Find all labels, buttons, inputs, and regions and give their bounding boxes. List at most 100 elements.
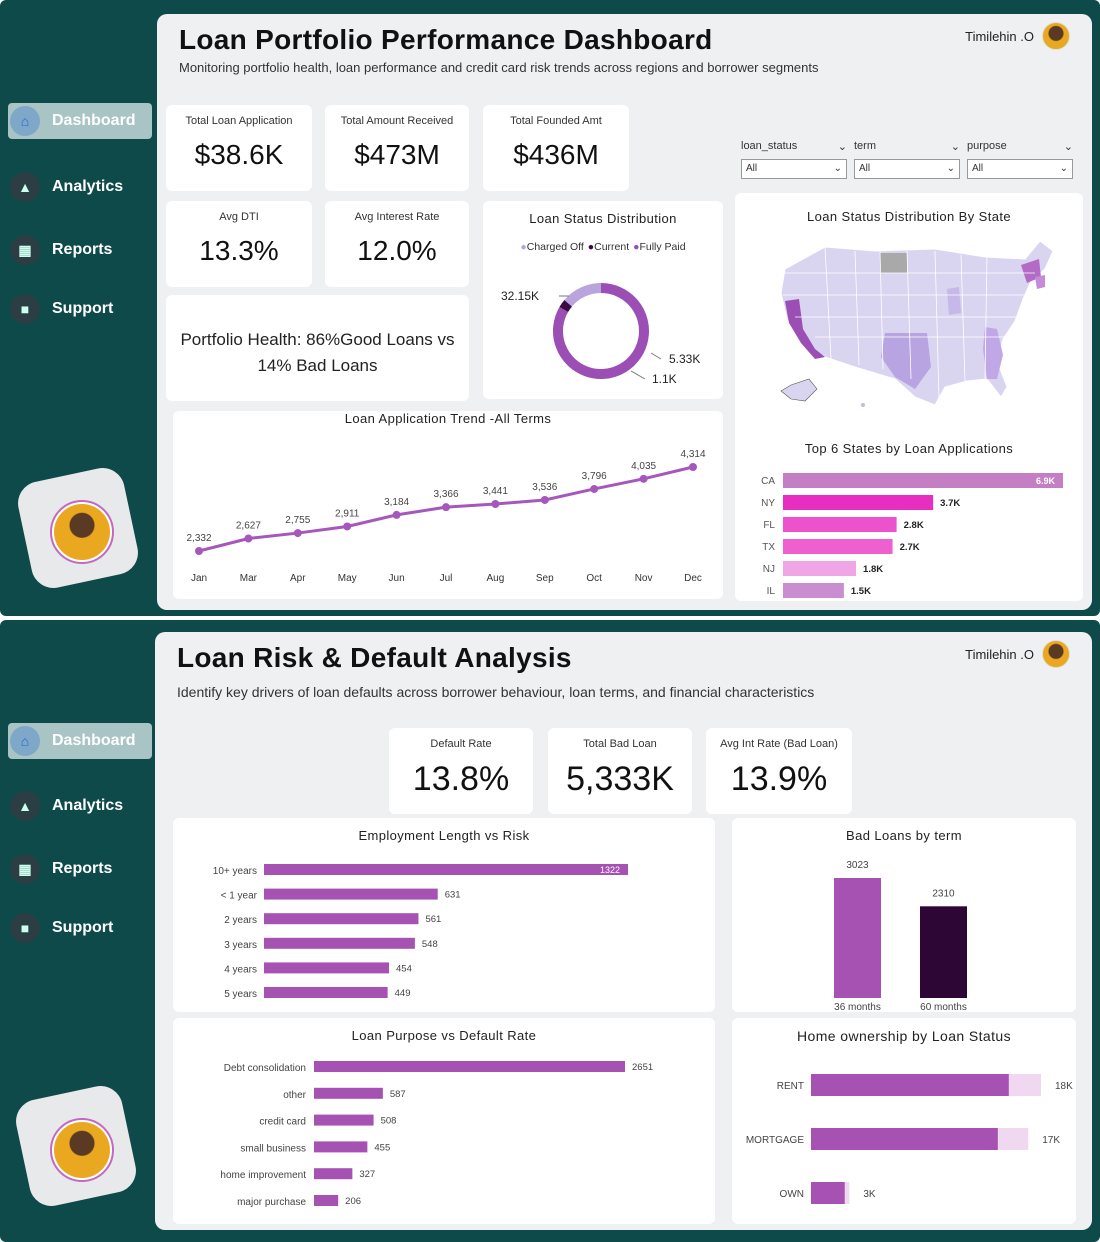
bar-good [811, 1128, 998, 1150]
sidebar-item-dashboard[interactable]: ⌂ Dashboard [8, 103, 152, 139]
data-label: 3,536 [532, 482, 557, 493]
filter-value: All [859, 163, 871, 174]
loan-purpose-card: Loan Purpose vs Default Rate Debt consol… [173, 1018, 715, 1224]
chart-title: Bad Loans by term [846, 828, 962, 843]
x-tick-label: Aug [487, 573, 505, 584]
sidebar-item-dashboard[interactable]: ⌂ Dashboard [8, 723, 152, 759]
sidebar-item-label: Analytics [52, 178, 124, 195]
bar-good [811, 1182, 845, 1204]
trend-point [689, 463, 697, 471]
avatar[interactable] [50, 500, 114, 564]
x-tick-label: Apr [290, 573, 306, 584]
filter-purpose[interactable]: purpose ⌄ All ⌄ [967, 140, 1073, 179]
loan-risk-dashboard: ⌂ Dashboard ▲ Analytics ▦ Reports ■ Supp… [0, 620, 1100, 1242]
data-label: 587 [390, 1089, 406, 1100]
y-tick-label: NJ [763, 564, 775, 575]
data-label: 18K [1055, 1081, 1073, 1092]
filter-term[interactable]: term ⌄ All ⌄ [854, 140, 960, 179]
chevron-down-icon: ⌄ [946, 163, 955, 174]
kpi-card-avg-int-rate-bad-loan: Avg Int Rate (Bad Loan) 13.9% [706, 728, 852, 814]
data-label: 455 [374, 1142, 390, 1153]
support-icon: ■ [10, 294, 40, 324]
bar [264, 987, 388, 998]
page-title: Loan Portfolio Performance Dashboard [179, 24, 713, 55]
sidebar-item-label: Reports [52, 241, 113, 258]
bar [314, 1087, 383, 1099]
kpi-card-avg-interest-rate: Avg Interest Rate 12.0% [325, 201, 469, 287]
sidebar-item-support[interactable]: ■ Support [8, 291, 152, 327]
kpi-label: Total Bad Loan [583, 738, 657, 750]
data-label: 2310 [932, 888, 955, 899]
chart-legend: ●Charged Off ●Current ●Fully Paid [483, 241, 723, 253]
user-menu[interactable]: Timilehin .O [965, 22, 1070, 50]
sidebar-item-support[interactable]: ■ Support [8, 910, 152, 946]
kpi-value: 13.3% [199, 235, 279, 266]
sidebar-item-label: Support [52, 300, 114, 317]
sidebar-item-label: Dashboard [52, 732, 136, 749]
y-tick-label: MORTGAGE [746, 1135, 804, 1146]
y-tick-label: < 1 year [221, 891, 258, 902]
chart-title: Home ownership by Loan Status [797, 1028, 1011, 1044]
sidebar-item-label: Dashboard [52, 112, 136, 129]
employment-chart: 10+ years 1322 < 1 year 631 2 years 561 3 year… [213, 864, 628, 1000]
filter-loan-status[interactable]: loan_status ⌄ All ⌄ [741, 140, 847, 179]
kpi-label: Avg DTI [219, 211, 259, 223]
bar [314, 1061, 625, 1072]
chart-title: Loan Application Trend -All Terms [344, 411, 552, 426]
filter-select[interactable]: All ⌄ [854, 159, 960, 179]
y-tick-label: CA [761, 476, 775, 487]
chart-title: Loan Status Distribution [529, 211, 677, 226]
bar [314, 1141, 368, 1153]
y-tick-label: OWN [780, 1189, 804, 1200]
filter-select[interactable]: All ⌄ [967, 159, 1073, 179]
sidebar-item-label: Analytics [52, 797, 124, 814]
legend-item: ●Current [587, 241, 630, 253]
home-icon: ⌂ [10, 106, 40, 136]
data-label: 2.8K [904, 520, 924, 531]
x-tick-label: Nov [635, 573, 653, 584]
trend-chart: 2,332 Jan 2,627 Mar 2,755 Apr 2,911 May 3,184 Jun… [186, 449, 705, 584]
chevron-down-icon: ⌄ [833, 163, 842, 174]
portfolio-health-text: Portfolio Health: 86%Good Loans vs 14% B… [180, 330, 455, 375]
trend-point [540, 495, 549, 504]
sidebar-item-reports[interactable]: ▦ Reports [8, 851, 152, 887]
main-panel: Loan Risk & Default Analysis Identify ke… [155, 632, 1092, 1230]
data-label: 5.33K [669, 352, 700, 366]
data-label: 449 [395, 988, 411, 999]
sidebar-item-label: Reports [52, 860, 113, 877]
kpi-card-total-amount-received: Total Amount Received $473M [325, 105, 469, 191]
bar-good [811, 1074, 1009, 1096]
filter-select[interactable]: All ⌄ [741, 159, 847, 179]
kpi-value: 13.9% [730, 760, 828, 798]
x-tick-label: Mar [240, 573, 258, 584]
chevron-down-icon: ⌄ [950, 141, 960, 153]
donut-slice-current [559, 299, 573, 313]
us-map [780, 240, 1054, 407]
sidebar-item-analytics[interactable]: ▲ Analytics [8, 788, 152, 824]
kpi-label: Total Founded Amt [510, 115, 602, 127]
trend-point [639, 474, 648, 483]
page-subtitle: Monitoring portfolio health, loan perfor… [179, 60, 819, 75]
x-tick-label: 36 months [834, 1002, 881, 1012]
x-tick-label: 60 months [920, 1002, 967, 1012]
bar [264, 913, 419, 925]
x-tick-label: Sep [536, 573, 554, 584]
user-menu[interactable]: Timilehin .O [965, 640, 1070, 668]
data-label: 3K [863, 1189, 876, 1200]
kpi-value: $436M [513, 139, 599, 170]
bar-ca [783, 473, 1063, 488]
data-label: 327 [359, 1169, 375, 1180]
data-label: 3,441 [483, 486, 508, 497]
y-tick-label: credit card [259, 1117, 306, 1128]
legend-item: ●Fully Paid [633, 241, 686, 253]
avatar[interactable] [50, 1118, 114, 1182]
y-tick-label: other [283, 1090, 306, 1101]
state-distribution-card: Loan Status Distribution By State [735, 193, 1083, 601]
legend-item: ●Charged Off [520, 241, 584, 253]
bar [314, 1168, 353, 1180]
sidebar-item-reports[interactable]: ▦ Reports [8, 232, 152, 268]
bar-60-months [920, 906, 967, 998]
sidebar-item-analytics[interactable]: ▲ Analytics [8, 169, 152, 205]
kpi-label: Avg Interest Rate [354, 211, 440, 223]
purpose-chart: Debt consolidation 2651 other 587 credit car… [220, 1061, 653, 1208]
